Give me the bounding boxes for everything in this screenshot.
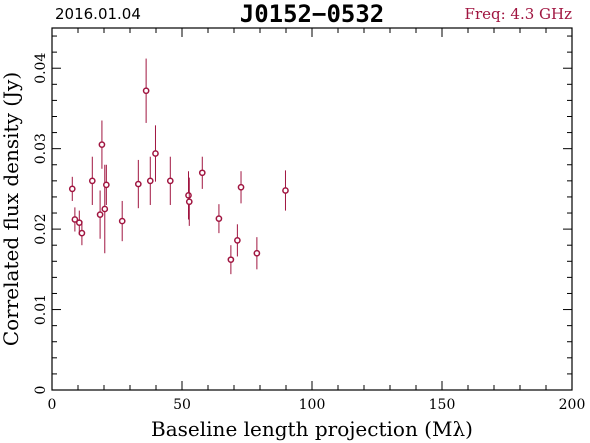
x-tick-label: 100: [299, 397, 326, 413]
point-marker: [253, 249, 261, 257]
data-point: [227, 245, 235, 275]
point-marker: [166, 177, 174, 185]
data-point: [71, 207, 79, 232]
point-marker: [96, 211, 104, 218]
data-point: [96, 190, 104, 239]
data-point: [215, 204, 223, 234]
point-marker: [215, 215, 223, 223]
frequency-label: Freq: 4.3 GHz: [465, 5, 573, 23]
data-point: [118, 200, 126, 242]
point-marker: [185, 198, 193, 206]
point-marker: [68, 185, 76, 193]
data-point: [166, 156, 174, 205]
x-tick-label: 0: [48, 397, 57, 413]
data-point: [198, 156, 206, 189]
point-marker: [118, 217, 126, 225]
data-point: [185, 177, 193, 226]
x-tick-label: 50: [173, 397, 191, 413]
y-tick-label: 0.01: [33, 294, 49, 325]
point-marker: [282, 187, 289, 194]
point-marker: [146, 177, 154, 185]
data-points: [68, 58, 289, 275]
y-tick-label: 0: [33, 386, 49, 395]
data-point: [152, 125, 159, 182]
point-marker: [198, 169, 206, 177]
point-marker: [98, 141, 106, 148]
data-point: [102, 164, 110, 205]
point-marker: [152, 150, 159, 157]
point-marker: [227, 256, 235, 264]
point-marker: [134, 180, 142, 188]
data-point: [142, 58, 150, 123]
y-tick-label: 0.03: [33, 133, 49, 164]
data-point: [237, 171, 245, 204]
data-point: [253, 237, 261, 270]
data-point: [68, 176, 76, 201]
data-point: [78, 221, 86, 246]
point-marker: [88, 177, 96, 185]
data-point: [101, 164, 109, 254]
axis-ticks: 0 50 100 150 200 0 0.01 0.02 0.03 0.04: [33, 28, 585, 413]
point-marker: [71, 216, 79, 223]
data-point: [134, 159, 142, 209]
point-marker: [102, 181, 110, 189]
point-marker: [234, 237, 241, 244]
data-point: [98, 120, 106, 169]
observation-date: 2016.01.04: [55, 5, 141, 23]
point-marker: [78, 229, 86, 237]
point-marker: [142, 87, 150, 95]
y-tick-label: 0.02: [33, 214, 49, 245]
point-marker: [185, 191, 192, 199]
data-point: [185, 171, 192, 220]
y-axis-label: Correlated flux density (Jy): [0, 72, 23, 346]
plot-frame: [51, 27, 573, 391]
data-point: [282, 170, 289, 211]
x-axis-label: Baseline length projection (Mλ): [151, 417, 473, 441]
y-tick-label: 0.04: [33, 53, 49, 84]
source-title: J0152−0532: [240, 0, 385, 28]
data-point: [146, 156, 154, 205]
x-tick-label: 150: [429, 397, 456, 413]
data-point: [88, 156, 96, 205]
point-marker: [237, 183, 245, 191]
x-tick-label: 200: [559, 397, 586, 413]
data-point: [234, 224, 241, 257]
point-marker: [75, 219, 83, 227]
point-marker: [101, 205, 109, 213]
